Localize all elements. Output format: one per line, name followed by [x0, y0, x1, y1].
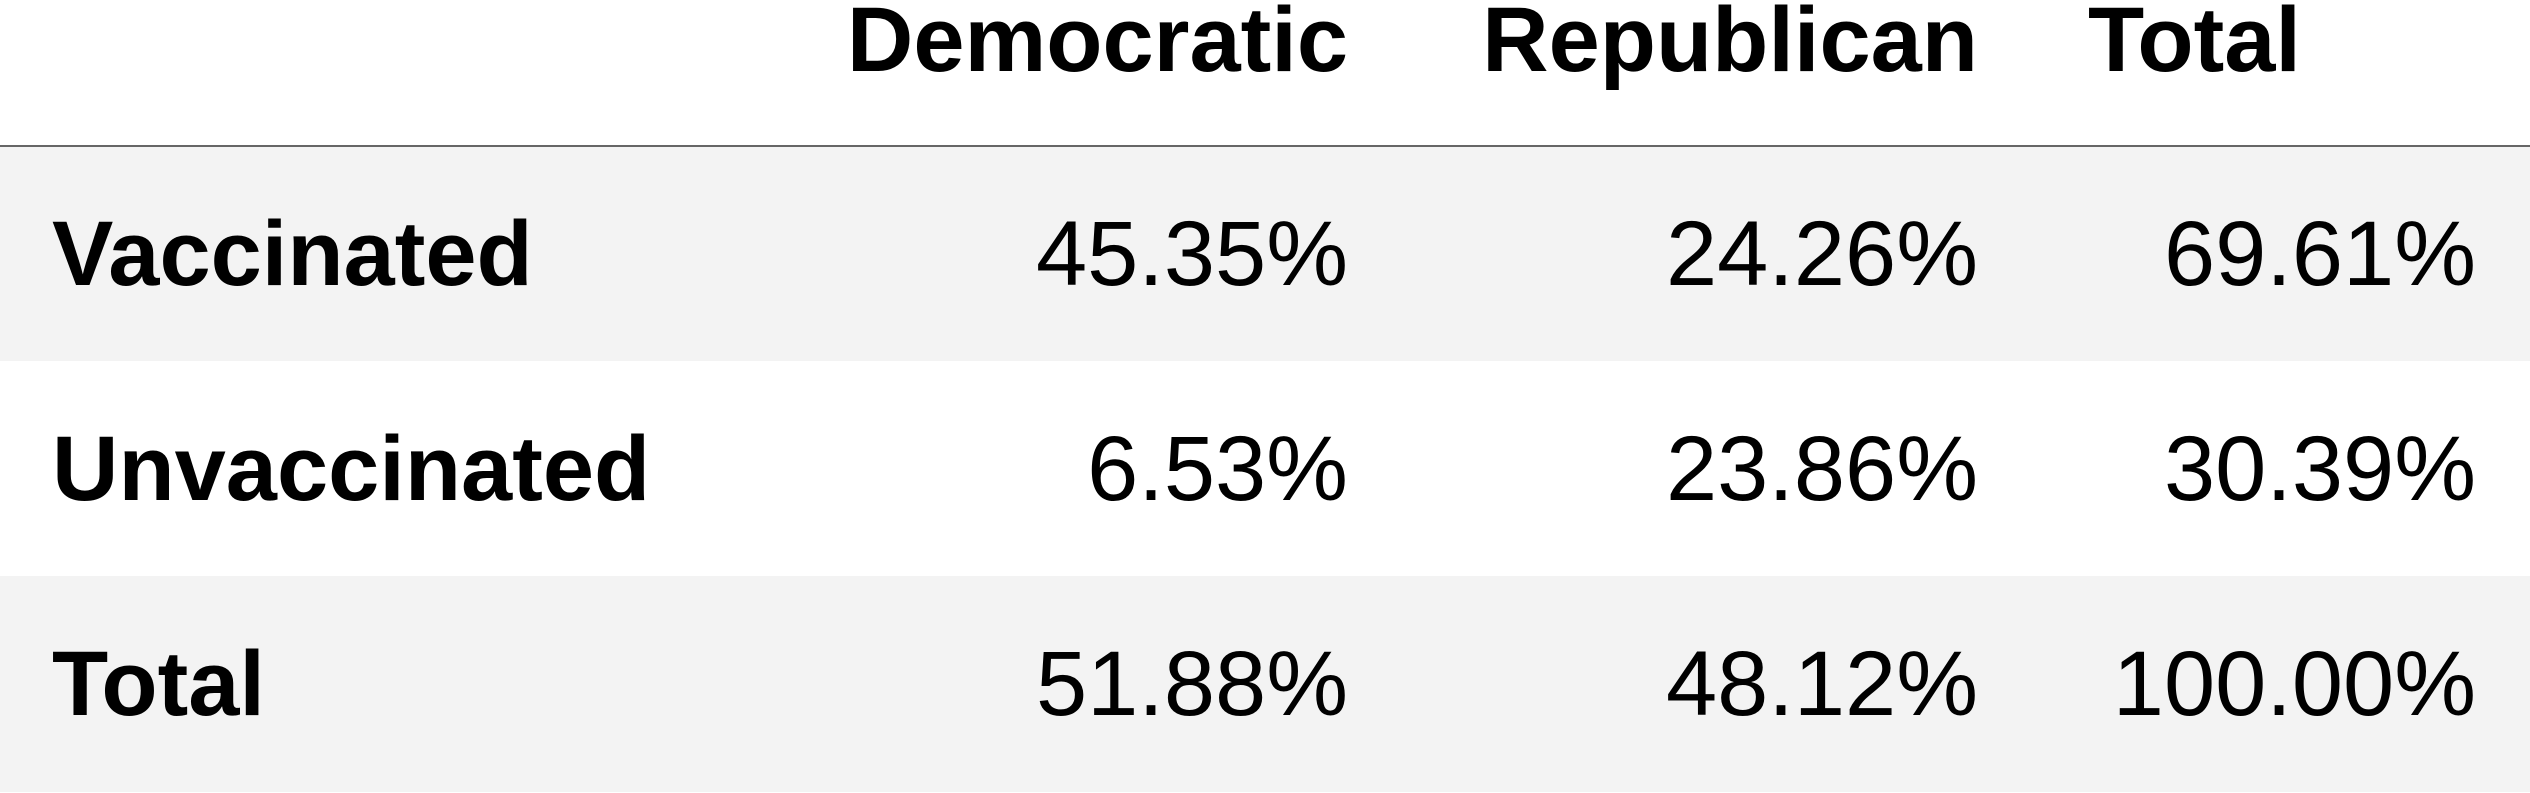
row-label-total: Total: [52, 633, 265, 735]
cell-vaccinated-republican: 24.26%: [1665, 203, 1978, 305]
cell-unvaccinated-total: 30.39%: [2163, 417, 2476, 520]
table-row-vaccinated: Vaccinated 45.35% 24.26% 69.61%: [0, 146, 2530, 361]
cell-total-total: 100.00%: [2112, 633, 2476, 735]
row-label-vaccinated: Vaccinated: [52, 203, 533, 305]
row-label-unvaccinated: Unvaccinated: [52, 417, 651, 520]
column-header-total: Total: [1990, 0, 2530, 147]
table-row-total: Total 51.88% 48.12% 100.00%: [0, 576, 2530, 792]
column-header-democratic: Democratic: [750, 0, 1350, 147]
table-row-unvaccinated: Unvaccinated 6.53% 23.86% 30.39%: [0, 361, 2530, 576]
cell-unvaccinated-democratic: 6.53%: [1087, 417, 1348, 520]
header-row: Democratic Republican Total: [0, 0, 2530, 147]
cell-total-democratic: 51.88%: [1035, 633, 1348, 735]
table-body: Vaccinated 45.35% 24.26% 69.61% Unvaccin…: [0, 146, 2530, 792]
cell-vaccinated-democratic: 45.35%: [1035, 203, 1348, 305]
header-corner-cell: [0, 0, 750, 147]
cell-vaccinated-total: 69.61%: [2163, 203, 2476, 305]
cell-total-republican: 48.12%: [1665, 633, 1978, 735]
cell-unvaccinated-republican: 23.86%: [1665, 417, 1978, 520]
column-header-republican: Republican: [1350, 0, 1990, 147]
table-header: Democratic Republican Total: [0, 0, 2530, 147]
